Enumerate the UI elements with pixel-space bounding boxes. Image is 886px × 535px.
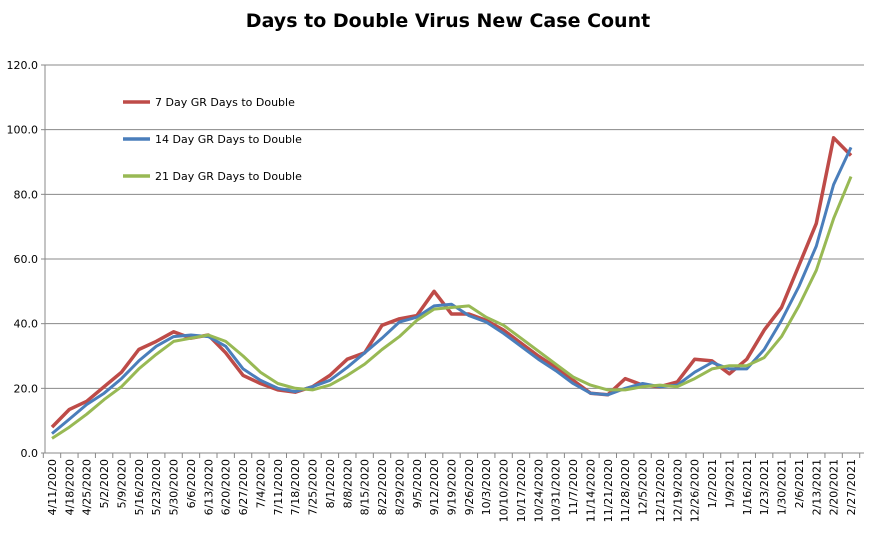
x-tick-label: 6/6/2020: [185, 459, 198, 508]
x-tick-label: 6/27/2020: [237, 459, 250, 515]
y-tick-label: 80.0: [14, 188, 39, 201]
x-tick-label: 5/2/2020: [98, 459, 111, 508]
x-tick-label: 2/20/2021: [828, 459, 841, 515]
x-tick-label: 1/16/2021: [741, 459, 754, 515]
y-axis-ticks: 0.0 20.0 40.0 60.0 80.0 100.0 120.0: [7, 59, 45, 460]
x-tick-label: 5/30/2020: [168, 459, 181, 515]
x-tick-label: 8/1/2020: [324, 459, 337, 508]
x-tick-label: 10/31/2020: [550, 459, 563, 522]
x-tick-label: 12/26/2020: [689, 459, 702, 522]
x-tick-label: 4/25/2020: [81, 459, 94, 515]
x-tick-label: 11/21/2020: [602, 459, 615, 522]
x-tick-label: 1/30/2021: [776, 459, 789, 515]
series-line-2: [51, 146, 853, 435]
x-tick-label: 5/16/2020: [133, 459, 146, 515]
x-tick-label: 7/18/2020: [289, 459, 302, 515]
x-tick-label: 10/10/2020: [498, 459, 511, 522]
x-tick-label: 1/9/2021: [723, 459, 736, 508]
x-tick-label: 12/19/2020: [671, 459, 684, 522]
legend-label: 7 Day GR Days to Double: [155, 96, 295, 109]
x-tick-label: 10/24/2020: [532, 459, 545, 522]
x-tick-label: 11/28/2020: [619, 459, 632, 522]
x-tick-label: 9/12/2020: [428, 459, 441, 515]
x-tick-label: 4/11/2020: [46, 459, 59, 515]
series-line-3: [51, 176, 853, 440]
x-tick-label: 11/14/2020: [584, 459, 597, 522]
x-tick-label: 8/22/2020: [376, 459, 389, 515]
series-lines: [50, 136, 853, 440]
x-tick-label: 4/18/2020: [63, 459, 76, 515]
x-tick-label: 9/5/2020: [411, 459, 424, 508]
x-tick-label: 1/2/2021: [706, 459, 719, 508]
x-tick-label: 7/25/2020: [307, 459, 320, 515]
x-tick-label: 9/26/2020: [463, 459, 476, 515]
legend-label: 14 Day GR Days to Double: [155, 133, 302, 146]
y-tick-label: 40.0: [14, 318, 39, 331]
x-tick-label: 2/27/2021: [845, 459, 858, 515]
y-tick-label: 120.0: [7, 59, 39, 72]
x-tick-label: 2/13/2021: [810, 459, 823, 515]
x-tick-label: 12/5/2020: [637, 459, 650, 515]
x-tick-label: 10/17/2020: [515, 459, 528, 522]
y-tick-label: 0.0: [21, 447, 39, 460]
chart-title: Days to Double Virus New Case Count: [246, 10, 650, 32]
x-tick-label: 7/4/2020: [254, 459, 267, 508]
y-tick-label: 60.0: [14, 253, 39, 266]
x-tick-label: 8/15/2020: [359, 459, 372, 515]
x-tick-label: 5/23/2020: [150, 459, 163, 515]
x-tick-label: 11/7/2020: [567, 459, 580, 515]
x-axis-ticks: 4/11/2020 4/18/2020 4/25/2020 5/2/2020 5/9/2…: [42, 453, 861, 522]
x-tick-label: 2/6/2021: [793, 459, 806, 508]
gridlines: [44, 64, 864, 454]
x-tick-label: 1/23/2021: [758, 459, 771, 515]
x-tick-label: 8/8/2020: [341, 459, 354, 508]
x-tick-label: 9/19/2020: [446, 459, 459, 515]
x-tick-label: 6/13/2020: [202, 459, 215, 515]
x-tick-label: 10/3/2020: [480, 459, 493, 515]
legend: 7 Day GR Days to Double 14 Day GR Days to…: [123, 96, 302, 183]
x-tick-label: 6/20/2020: [220, 459, 233, 515]
x-tick-label: 7/11/2020: [272, 459, 285, 515]
y-tick-label: 100.0: [7, 124, 39, 137]
x-tick-label: 8/29/2020: [393, 459, 406, 515]
legend-label: 21 Day GR Days to Double: [155, 170, 302, 183]
x-tick-label: 12/12/2020: [654, 459, 667, 522]
y-tick-label: 20.0: [14, 382, 39, 395]
x-tick-label: 5/9/2020: [115, 459, 128, 508]
